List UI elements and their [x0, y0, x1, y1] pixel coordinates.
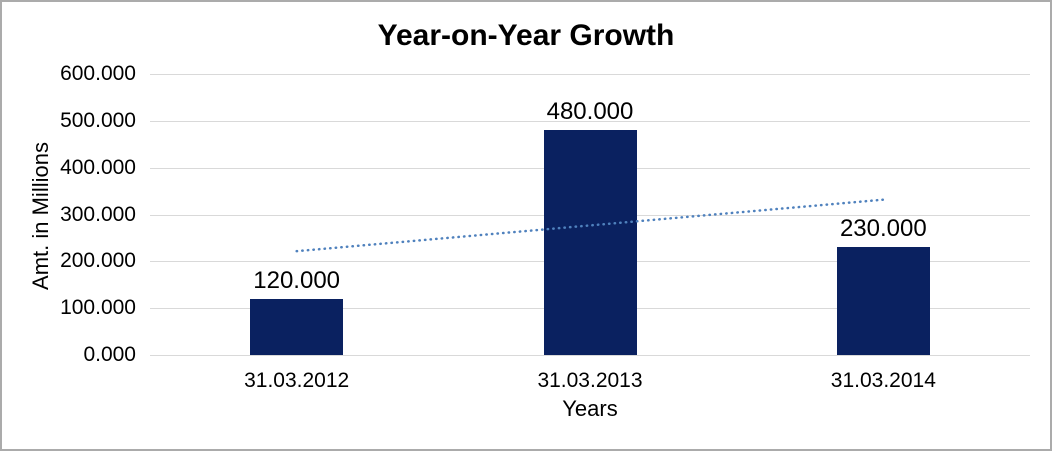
- trendline-path: [295, 198, 885, 253]
- gridline: [150, 120, 1030, 122]
- trendline: [295, 198, 885, 253]
- y-axis-tick-label: 600.000: [60, 62, 136, 85]
- y-axis-tick-label: 400.000: [60, 155, 136, 179]
- y-axis-tick-label: 100.000: [60, 296, 136, 320]
- gridline: [150, 355, 1030, 356]
- y-axis-tick-label: 200.000: [60, 249, 136, 273]
- x-axis-tick-label: 31.03.2014: [830, 369, 936, 392]
- gridline: [150, 74, 1030, 75]
- plot-area: 120.000 480.000 230.000: [150, 74, 1030, 356]
- bar-value-label: 230.000: [839, 215, 927, 243]
- x-axis-tick-label: 31.03.2012: [244, 369, 350, 392]
- bar-value-label: 120.000: [253, 266, 341, 294]
- x-axis-tick-label: 31.03.2013: [537, 369, 643, 392]
- bar: [250, 298, 344, 355]
- bar-value-label: 480.000: [546, 98, 634, 126]
- y-axis-tick-label: 500.000: [60, 108, 136, 132]
- y-axis-tick-label: 300.000: [60, 202, 136, 226]
- chart-title: Year-on-Year Growth: [377, 19, 675, 52]
- y-axis-tick-label: 0.000: [83, 343, 136, 366]
- bar: [543, 130, 637, 355]
- bar: [836, 247, 930, 355]
- x-axis-title: Years: [562, 396, 618, 421]
